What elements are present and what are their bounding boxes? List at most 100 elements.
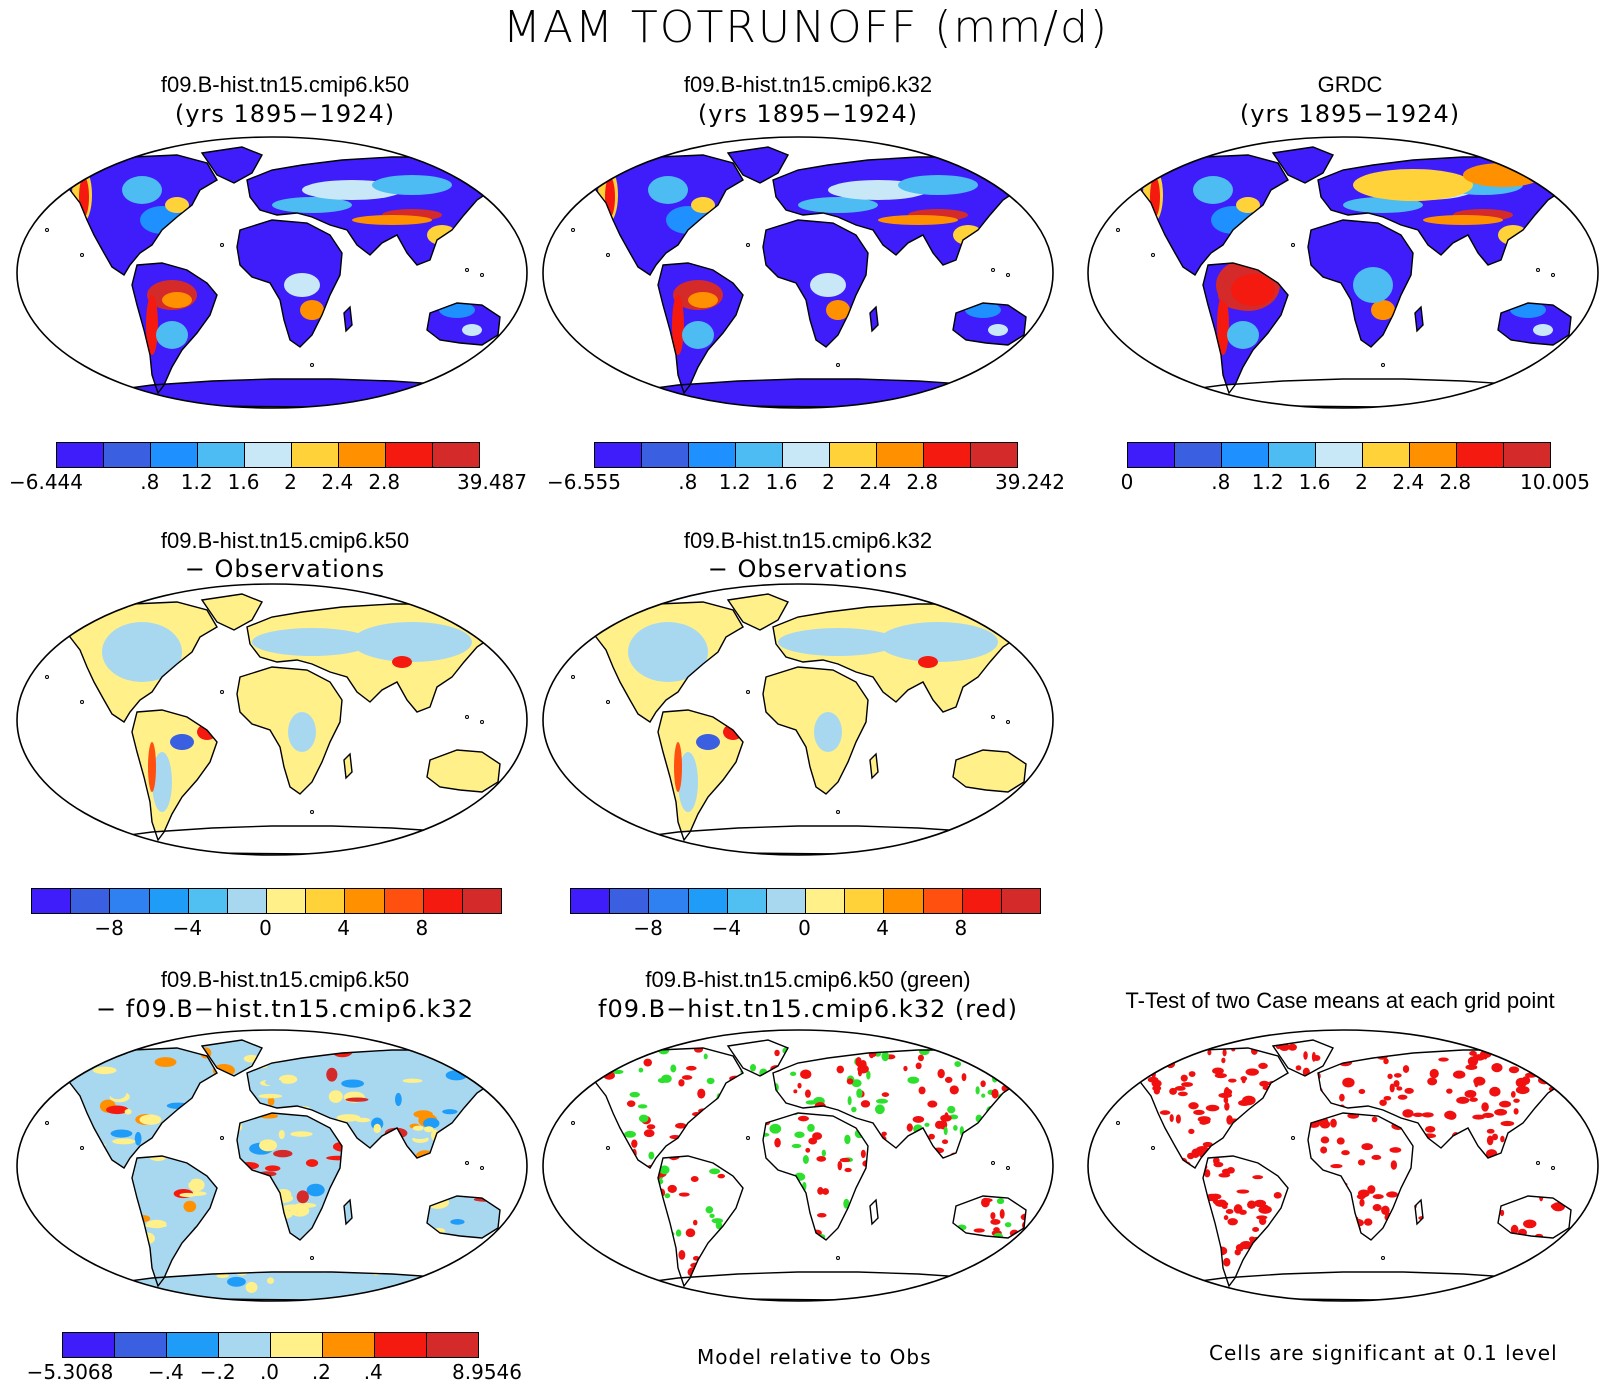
colorbar-swatch	[830, 443, 877, 467]
colorbar-swatch	[245, 443, 292, 467]
map-panel7	[16, 1029, 528, 1302]
figure-title: MAM TOTRUNOFF (mm/d)	[502, 2, 1110, 53]
colorbar-swatch	[198, 443, 245, 467]
panel2-title-line1: f09.B-hist.tn15.cmip6.k32	[683, 72, 933, 97]
colorbar-tick-label: 2.8	[906, 470, 939, 494]
colorbar-tick-label: −8	[94, 916, 124, 940]
colorbar-panel7	[62, 1332, 479, 1358]
colorbar-swatch	[1457, 443, 1504, 467]
colorbar-swatch	[1316, 443, 1363, 467]
colorbar-tick-label: 1.2	[1251, 470, 1284, 494]
colorbar-swatch	[433, 443, 479, 467]
panel8-title-line1: f09.B-hist.tn15.cmip6.k50 (green)	[645, 967, 971, 992]
colorbar-swatch	[462, 889, 502, 913]
colorbar-tick-label: 39.242	[995, 470, 1065, 494]
colorbar-panel2	[594, 442, 1018, 468]
colorbar-tick-label: −5.3068	[26, 1360, 114, 1384]
colorbar-swatch	[188, 889, 228, 913]
colorbar-swatch	[1363, 443, 1410, 467]
colorbar-swatch	[806, 889, 846, 913]
colorbar-panel5	[570, 888, 1041, 914]
colorbar-tick-label: 39.487	[457, 470, 527, 494]
colorbar-swatch	[1504, 443, 1550, 467]
colorbar-tick-label: −.2	[199, 1360, 236, 1384]
panel7-title-line2: − f09.B−hist.tn15.cmip6.k32	[96, 995, 474, 1023]
colorbar-tick-label: 1.6	[227, 470, 260, 494]
panel9-title: T-Test of two Case means at each grid po…	[1125, 988, 1555, 1013]
colorbar-tick-label: 1.2	[718, 470, 751, 494]
colorbar-swatch	[219, 1333, 271, 1357]
colorbar-swatch	[689, 443, 736, 467]
colorbar-swatch	[149, 889, 189, 913]
colorbar-swatch	[323, 1333, 375, 1357]
colorbar-tick-label: 1.6	[1298, 470, 1331, 494]
colorbar-swatch	[375, 1333, 427, 1357]
colorbar-swatch	[1128, 443, 1175, 467]
colorbar-swatch	[1410, 443, 1457, 467]
model-relative-note: Model relative to Obs	[697, 1345, 932, 1369]
map-panel5	[542, 583, 1054, 856]
colorbar-swatch	[642, 443, 689, 467]
colorbar-swatch	[877, 443, 924, 467]
colorbar-swatch	[571, 889, 611, 913]
colorbar-swatch	[884, 889, 924, 913]
colorbar-tick-label: 8	[415, 916, 429, 940]
colorbar-tick-label: 10.005	[1520, 470, 1590, 494]
colorbar-swatch	[736, 443, 783, 467]
colorbar-swatch	[423, 889, 463, 913]
colorbar-swatch	[971, 443, 1017, 467]
colorbar-tick-label: 1.6	[765, 470, 798, 494]
colorbar-tick-label: 2	[1355, 470, 1368, 494]
colorbar-tick-label: 2.8	[368, 470, 401, 494]
colorbar-tick-label: −6.555	[546, 470, 622, 494]
colorbar-swatch	[71, 889, 111, 913]
colorbar-tick-label: −4	[711, 916, 742, 940]
colorbar-swatch	[688, 889, 728, 913]
colorbar-swatch	[386, 443, 433, 467]
colorbar-swatch	[306, 889, 346, 913]
colorbar-swatch	[845, 889, 885, 913]
colorbar-swatch	[227, 889, 268, 913]
colorbar-swatch	[1001, 889, 1041, 913]
map-panel1	[16, 136, 528, 409]
colorbar-swatch	[115, 1333, 167, 1357]
colorbar-swatch	[427, 1333, 478, 1357]
colorbar-tick-label: −4	[172, 916, 203, 940]
map-panel9	[1087, 1029, 1599, 1302]
panel1-title-line1: f09.B-hist.tn15.cmip6.k50	[160, 72, 410, 97]
colorbar-tick-label: 0	[798, 916, 811, 940]
colorbar-tick-label: 2	[284, 470, 297, 494]
panel3-title-line2: (yrs 1895−1924)	[1239, 100, 1461, 128]
panel3-title-line1: GRDC	[1317, 72, 1383, 97]
colorbar-swatch	[1269, 443, 1316, 467]
colorbar-swatch	[962, 889, 1002, 913]
map-panel4	[16, 583, 528, 856]
panel1-title-line2: (yrs 1895−1924)	[174, 100, 396, 128]
panel2-title-line2: (yrs 1895−1924)	[697, 100, 919, 128]
colorbar-swatch	[345, 889, 385, 913]
panel8-title-line2: f09.B−hist.tn15.cmip6.k32 (red)	[598, 995, 1018, 1023]
colorbar-tick-label: −6.444	[8, 470, 84, 494]
colorbar-tick-label: .2	[311, 1360, 331, 1384]
panel4-title-line1: f09.B-hist.tn15.cmip6.k50	[160, 528, 410, 553]
colorbar-tick-label: 2	[822, 470, 835, 494]
colorbar-tick-label: .4	[363, 1360, 383, 1384]
colorbar-tick-label: 8.9546	[452, 1360, 522, 1384]
colorbar-tick-label: 2.4	[321, 470, 354, 494]
colorbar-swatch	[766, 889, 807, 913]
colorbar-swatch	[610, 889, 650, 913]
colorbar-swatch	[783, 443, 830, 467]
colorbar-tick-label: .0	[259, 1360, 280, 1384]
colorbar-swatch	[57, 443, 104, 467]
colorbar-swatch	[267, 889, 307, 913]
colorbar-swatch	[923, 889, 963, 913]
colorbar-tick-label: 4	[337, 916, 351, 940]
colorbar-panel3	[1127, 442, 1551, 468]
colorbar-swatch	[151, 443, 198, 467]
panel5-title-line2: − Observations	[707, 555, 909, 583]
colorbar-swatch	[292, 443, 339, 467]
colorbar-swatch	[649, 889, 689, 913]
map-panel2	[542, 136, 1054, 409]
colorbar-tick-label: 4	[876, 916, 890, 940]
colorbar-swatch	[727, 889, 767, 913]
